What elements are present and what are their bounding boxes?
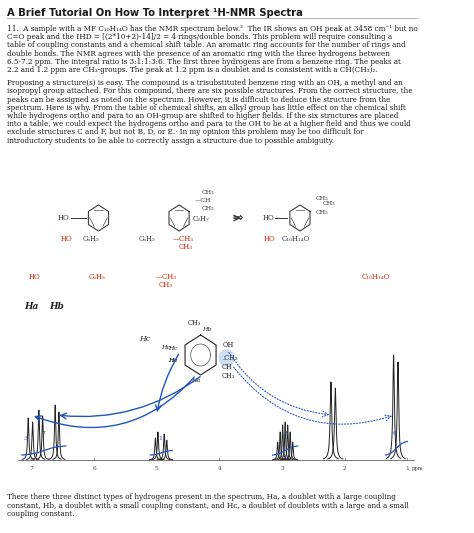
Text: Proposing a structure(s) is easy. The compound is a trisubstituted benzene ring : Proposing a structure(s) is easy. The co… — [7, 79, 403, 87]
Text: A Brief Tutorial On How To Interpret ¹H-NMR Spectra: A Brief Tutorial On How To Interpret ¹H-… — [7, 8, 303, 18]
Text: Hc: Hc — [168, 359, 177, 364]
Text: C₁₀H₁₄O: C₁₀H₁₄O — [282, 235, 310, 243]
Text: table of coupling constants and a chemical shift table. An aromatic ring account: table of coupling constants and a chemic… — [7, 42, 406, 50]
Text: Ha: Ha — [191, 378, 201, 383]
Text: CH: CH — [222, 363, 233, 371]
Text: into a table, we could expect the hydrogens ortho and para to the OH to be at a : into a table, we could expect the hydrog… — [7, 120, 411, 128]
Text: constant, Hb, a doublet with a small coupling constant, and Hc, a doublet of dou: constant, Hb, a doublet with a small cou… — [7, 502, 409, 510]
Text: HO: HO — [58, 214, 70, 222]
Text: 3: 3 — [283, 431, 287, 436]
Text: There there three distinct types of hydrogens present in the spectrum, Ha, a dou: There there three distinct types of hydr… — [7, 493, 396, 501]
Text: Hb: Hb — [202, 327, 212, 332]
Text: 11.  A sample with a MF C₁₀H₁₄O has the NMR spectrum below.²  The IR shows an OH: 11. A sample with a MF C₁₀H₁₄O has the N… — [7, 25, 418, 33]
Text: CH₃: CH₃ — [201, 206, 214, 211]
Text: 7: 7 — [42, 431, 46, 436]
Text: exclude structures C and F, but not B, D, or E.· In my opinion this problem may : exclude structures C and F, but not B, D… — [7, 128, 364, 136]
Text: OH: OH — [223, 341, 234, 349]
Text: peaks can be assigned as noted on the spectrum. However, it is difficult to dedu: peaks can be assigned as noted on the sp… — [7, 95, 391, 103]
Text: 7: 7 — [29, 466, 33, 471]
Text: C₁₀H₁₄O: C₁₀H₁₄O — [362, 273, 390, 281]
Text: spectrum. Here is why. From the table of chemical shifts, an alkyl group has lit: spectrum. Here is why. From the table of… — [7, 104, 406, 112]
Text: HO: HO — [262, 214, 274, 222]
Text: 2.2 and 1.2 ppm are CH₃-groups. The peak at 1.2 ppm is a doublet and is consiste: 2.2 and 1.2 ppm are CH₃-groups. The peak… — [7, 66, 378, 74]
Text: —CH: —CH — [195, 198, 211, 203]
Text: CH₃: CH₃ — [159, 281, 173, 289]
Text: 6: 6 — [393, 431, 397, 436]
Text: 2: 2 — [343, 466, 346, 471]
Text: 1: 1 — [158, 436, 162, 441]
Text: coupling constant.: coupling constant. — [7, 510, 75, 518]
Text: isopropyl group attached. For this compound, there are six possible structures. : isopropyl group attached. For this compo… — [7, 87, 413, 95]
Text: HO: HO — [28, 273, 40, 281]
Text: —CH₃: —CH₃ — [173, 235, 194, 243]
Text: CH₃: CH₃ — [222, 372, 236, 380]
Text: ⇒: ⇒ — [232, 212, 243, 224]
Text: 5: 5 — [155, 466, 159, 471]
Text: Hc: Hc — [168, 346, 177, 351]
Text: CH₃: CH₃ — [179, 243, 193, 251]
Text: 6: 6 — [92, 466, 96, 471]
Text: introductory students to be able to correctly assign a structure due to possible: introductory students to be able to corr… — [7, 136, 334, 144]
Circle shape — [219, 349, 235, 367]
Text: HO: HO — [264, 235, 276, 243]
Text: HO: HO — [61, 235, 73, 243]
Text: Hc: Hc — [162, 345, 171, 350]
Text: C₆H₅: C₆H₅ — [82, 235, 99, 243]
Text: CH₃: CH₃ — [322, 201, 335, 206]
Text: Ha: Ha — [168, 358, 177, 363]
Text: C₆H₅: C₆H₅ — [139, 235, 155, 243]
Text: ppm: ppm — [412, 466, 424, 471]
Text: C=O peak and the IHD = [(2*10+2)-14]/2 = 4 rings/double bonds. This problem will: C=O peak and the IHD = [(2*10+2)-14]/2 =… — [7, 33, 392, 41]
Text: CH₃: CH₃ — [188, 319, 201, 327]
Text: C₂H₇: C₂H₇ — [192, 215, 209, 223]
Text: 3: 3 — [23, 436, 27, 441]
Text: 4: 4 — [218, 466, 221, 471]
Text: 6.5-7.2 ppm. The integral ratio is 3:1:1:3:6. The first three hydrogens are from: 6.5-7.2 ppm. The integral ratio is 3:1:1… — [7, 58, 401, 66]
Text: CH₃: CH₃ — [201, 190, 214, 195]
Text: double bonds. The NMR agrees with the presence of an aromatic ring with the thre: double bonds. The NMR agrees with the pr… — [7, 50, 390, 58]
Text: Hc: Hc — [139, 335, 150, 343]
Text: 1: 1 — [405, 466, 410, 471]
Text: 3: 3 — [280, 466, 284, 471]
Text: Hb: Hb — [49, 302, 64, 311]
Text: Ha: Ha — [24, 302, 38, 311]
Text: —CH₃: —CH₃ — [155, 273, 177, 281]
Text: CH₃: CH₃ — [315, 210, 328, 215]
Text: while hydrogens ortho and para to an OH-group are shifted to higher fields. If t: while hydrogens ortho and para to an OH-… — [7, 112, 399, 120]
Text: CH₃: CH₃ — [315, 196, 328, 201]
Text: C₆H₅: C₆H₅ — [89, 273, 106, 281]
Text: .CH₃: .CH₃ — [222, 354, 237, 362]
